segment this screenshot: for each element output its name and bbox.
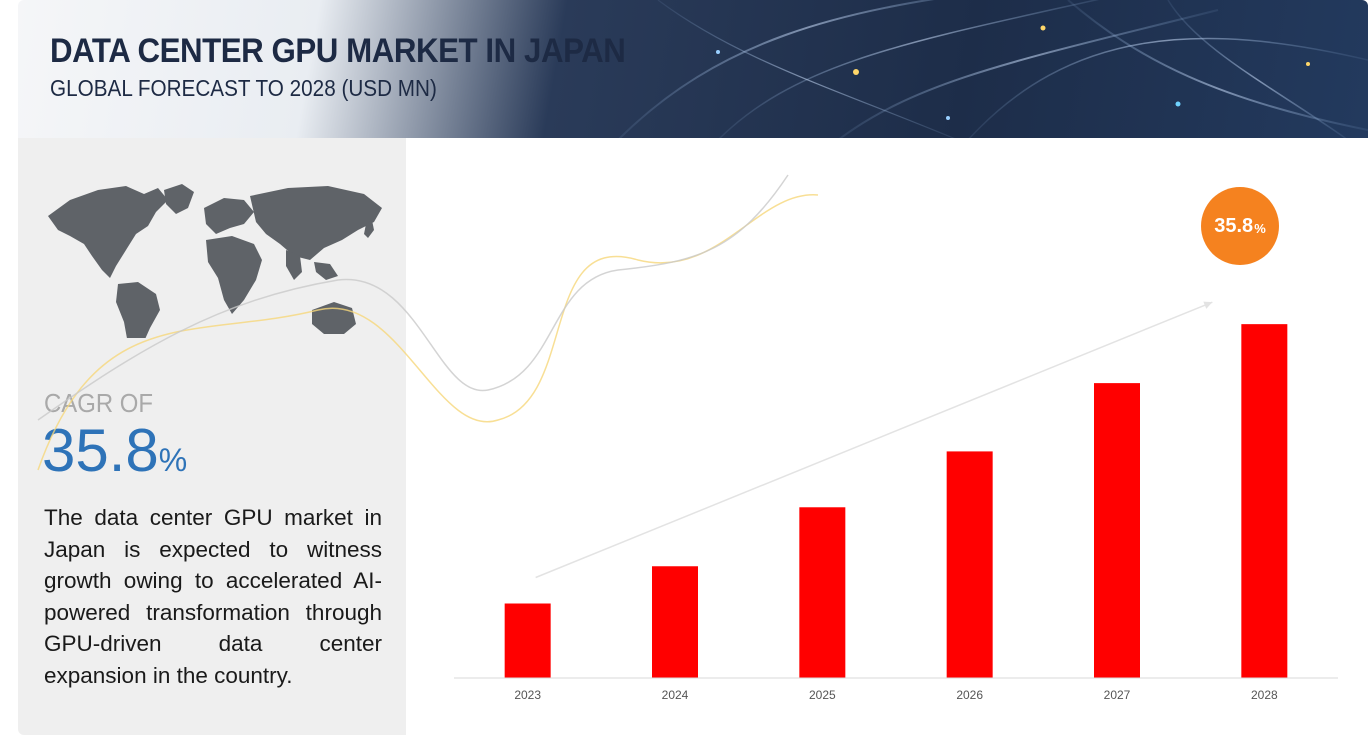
bars-group: [504, 324, 1288, 678]
trend-arrow: [535, 301, 1213, 579]
x-tick-label: 2025: [809, 688, 836, 702]
bar-2028: [1241, 324, 1288, 678]
bar-2027: [1094, 383, 1140, 678]
trend-line: [535, 301, 1213, 579]
cagr-unit: %: [158, 442, 188, 478]
page-subtitle: GLOBAL FORECAST TO 2028 (USD MN): [50, 75, 437, 101]
bar-2025: [799, 507, 846, 678]
decorative-curve-yellow: [37, 194, 819, 471]
summary-panel: CAGR OF 35.8% The data center GPU market…: [18, 138, 406, 735]
cagr-badge: 35.8%: [1201, 187, 1279, 265]
bar-2026: [946, 451, 993, 678]
light-streaks-decoration: [618, 0, 1368, 138]
badge-unit: %: [1254, 220, 1266, 236]
badge-value: 35.8: [1214, 214, 1254, 237]
market-description: The data center GPU market in Japan is e…: [44, 505, 382, 688]
decorative-curve-gray: [37, 174, 789, 421]
infographic-frame: DATA CENTER GPU MARKET IN JAPAN GLOBAL F…: [18, 0, 1368, 735]
bar-chart: 2023 2024 2025 2026 2027 2028: [37, 174, 1338, 702]
page-title: DATA CENTER GPU MARKET IN JAPAN: [50, 32, 626, 70]
x-tick-label: 2024: [662, 688, 689, 702]
x-tick-label: 2027: [1104, 688, 1131, 702]
trend-arrowhead: [1203, 301, 1213, 309]
x-tick-labels: 2023 2024 2025 2026 2027 2028: [514, 688, 1278, 702]
world-map-icon: [48, 184, 382, 338]
cagr-number: 35.8: [42, 417, 159, 484]
bar-2024: [652, 566, 698, 678]
cagr-value: 35.8%: [42, 416, 187, 495]
x-tick-label: 2028: [1251, 688, 1278, 702]
bar-2023: [504, 603, 551, 678]
x-tick-label: 2026: [956, 688, 983, 702]
header-banner: DATA CENTER GPU MARKET IN JAPAN GLOBAL F…: [18, 0, 1368, 138]
x-tick-label: 2023: [514, 688, 541, 702]
